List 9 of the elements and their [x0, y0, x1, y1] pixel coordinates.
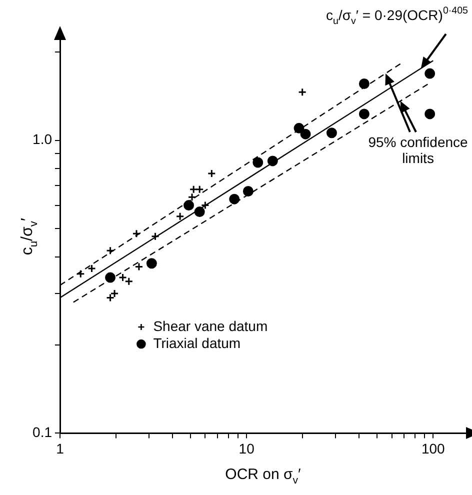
y-axis-title: cu/σv′	[19, 218, 40, 256]
x-tick-label: 1	[56, 440, 64, 456]
x-tick-label: 10	[238, 440, 255, 456]
x-tick-label: 100	[421, 440, 446, 456]
y-tick-label: 1.0	[32, 131, 52, 148]
annotation: 95% confidence limits	[368, 134, 468, 166]
y-tick-label: 0.1	[32, 424, 52, 440]
legend-label: Shear vane datum	[153, 318, 268, 334]
legend-label: Triaxial datum	[153, 334, 241, 351]
